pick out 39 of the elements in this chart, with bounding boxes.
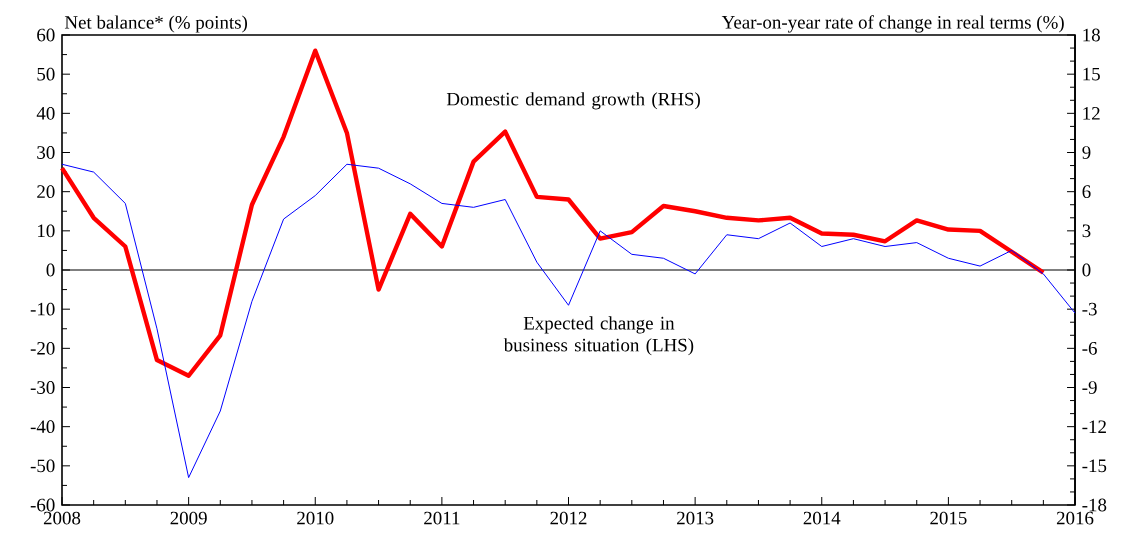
y-tick-label: 60 — [37, 28, 55, 42]
x-tick-label: 2012 — [550, 511, 587, 525]
x-tick-label: 2009 — [170, 511, 207, 525]
y-tick-label: -30 — [30, 381, 55, 394]
y2-tick-label: 18 — [1083, 28, 1100, 42]
text: Domestic demand growth (RHS) — [446, 92, 700, 110]
y-tick-label: -40 — [30, 420, 55, 434]
y-tick-label: 50 — [37, 67, 55, 81]
y-tick-label: 30 — [37, 146, 55, 159]
y-axis-title: Net balance* (% points) — [64, 15, 248, 33]
x-tick-label: 2013 — [677, 511, 714, 525]
x-tick-label: 2010 — [297, 511, 334, 525]
x-tick-label: 2015 — [930, 511, 967, 525]
y-tick-label: 10 — [38, 224, 55, 238]
y2-tick-label: -9 — [1082, 381, 1097, 394]
text: Expected change in business situation (LHS) — [503, 316, 694, 356]
y-tick-label: 20 — [37, 185, 55, 199]
x-tick-label: 2011 — [424, 511, 460, 525]
y2-tick-label: -18 — [1082, 498, 1107, 512]
y2-tick-label: 9 — [1082, 146, 1091, 159]
x-tick-label: 2008 — [43, 511, 81, 525]
y-tick-label: 40 — [36, 106, 55, 120]
y2-axis-title: Year-on-year rate of change in real terms (%) — [721, 15, 1064, 33]
y-tick-label: -50 — [30, 459, 55, 473]
x-tick-label: 2016 — [1056, 511, 1094, 525]
y-tick-label: -20 — [30, 341, 55, 355]
y2-tick-label: -6 — [1082, 341, 1097, 355]
y2-tick-label: 6 — [1082, 185, 1091, 199]
y2-tick-label: 0 — [1082, 263, 1091, 277]
y2-tick-label: -3 — [1082, 302, 1097, 316]
y2-tick-label: 15 — [1083, 67, 1100, 81]
y2-tick-label: -15 — [1082, 459, 1107, 473]
y2-tick-label: 3 — [1082, 224, 1091, 238]
y2-tick-label: 12 — [1083, 107, 1100, 120]
x-tick-label: 2014 — [803, 511, 841, 525]
y-tick-label: 0 — [46, 263, 55, 277]
y2-tick-label: -12 — [1082, 420, 1106, 433]
y-tick-label: -10 — [30, 302, 55, 316]
y-tick-label: -60 — [30, 498, 55, 512]
